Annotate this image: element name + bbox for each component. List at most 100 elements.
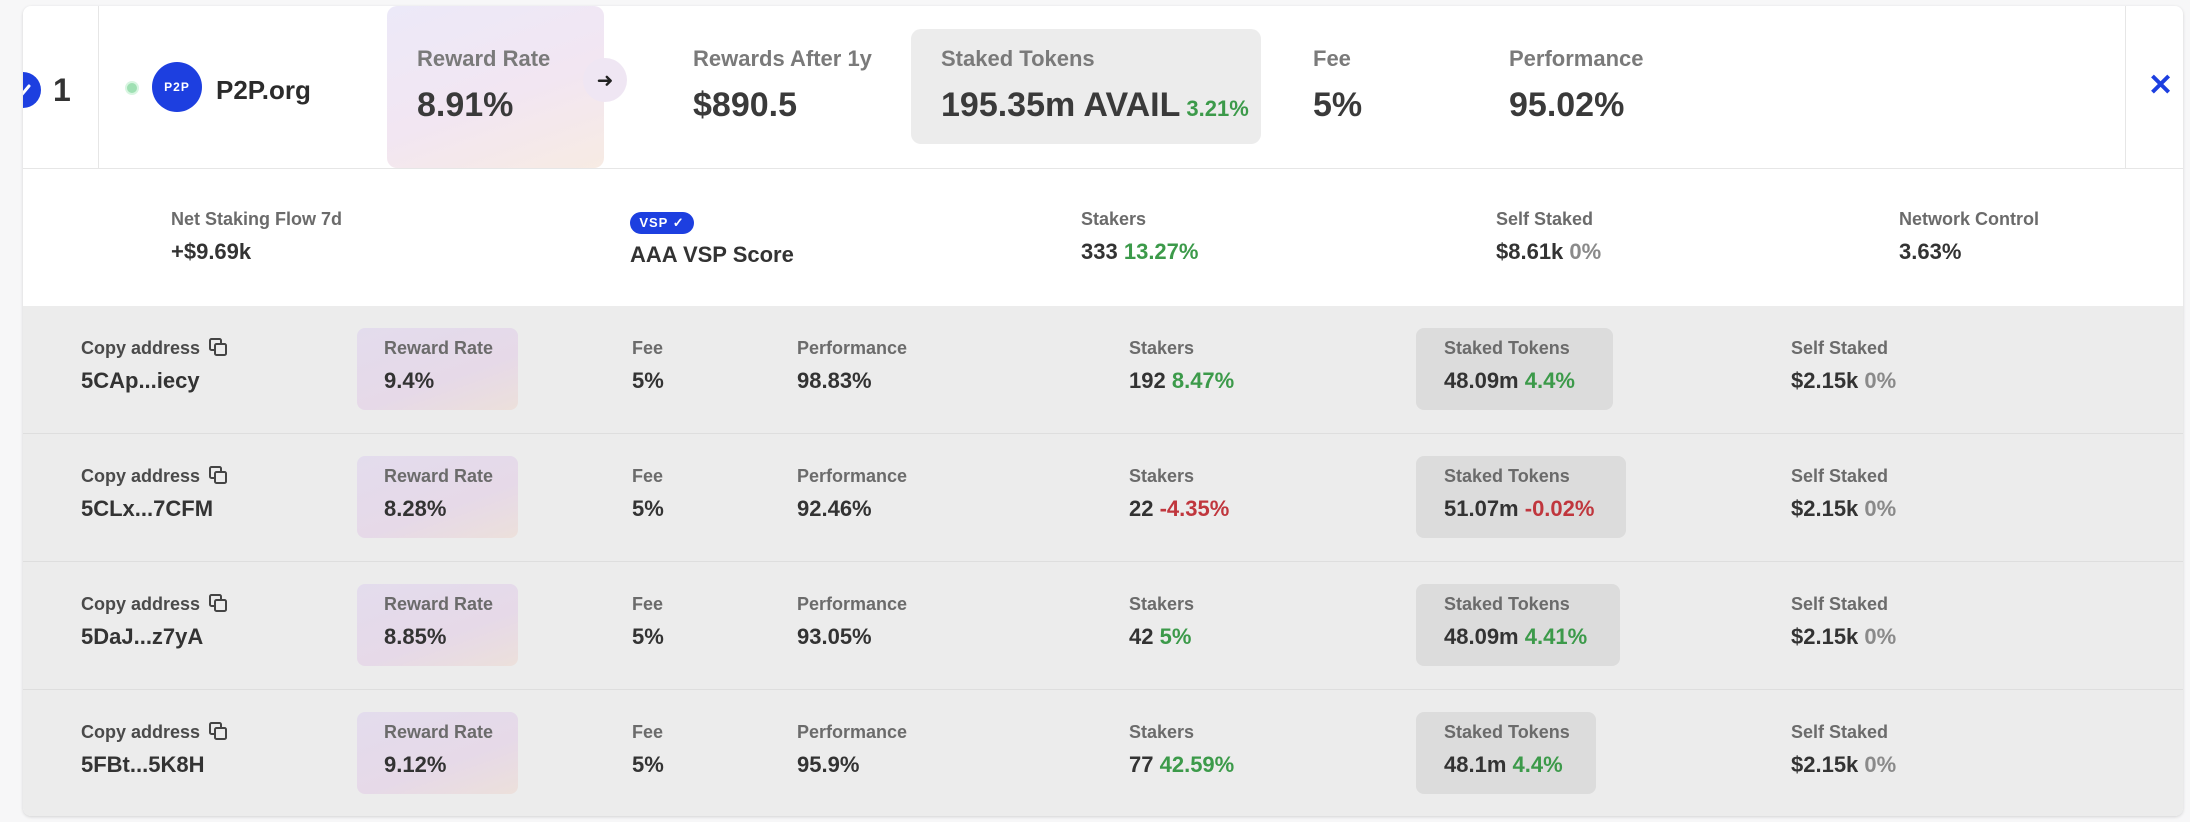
self-staked-value: $2.15k 0% (1791, 752, 1897, 777)
stakers-label: Stakers (1129, 722, 1195, 742)
reward-rate-box (357, 456, 518, 538)
reward-rate-label: Reward Rate (384, 594, 494, 614)
self-staked-value: $8.61k 0% (1496, 239, 1602, 264)
stakers-change: 42.59% (1159, 752, 1235, 777)
copy-address-button[interactable]: Copy address (81, 466, 201, 486)
stakers-change: 5% (1159, 624, 1192, 649)
staked-tokens-box (1416, 584, 1620, 666)
stakers-change: 8.47% (1171, 368, 1235, 393)
staked-tokens-box (1416, 456, 1626, 538)
performance-label: Performance (797, 466, 908, 486)
vsp-badge: VSP ✓ (630, 212, 694, 234)
validator-summary (23, 169, 2183, 307)
stakers-label: Stakers (1129, 594, 1195, 614)
fee-value: 5% (632, 368, 664, 393)
self-staked-label: Self Staked (1791, 338, 1889, 358)
self-staked-change: 0% (1864, 496, 1897, 521)
reward-rate-label: Reward Rate (417, 46, 551, 71)
fee-label: Fee (632, 338, 664, 358)
stakers-value: 42 5% (1129, 624, 1192, 649)
performance-value: 95.9% (797, 752, 860, 777)
network-control-label: Network Control (1899, 209, 2040, 229)
reward-rate-value: 8.85% (384, 624, 447, 649)
self-staked-value: $2.15k 0% (1791, 496, 1897, 521)
check-icon[interactable] (23, 72, 41, 108)
address-value: 5FBt...5K8H (81, 752, 205, 777)
reward-rate-label: Reward Rate (384, 466, 494, 486)
fee-value: 5% (632, 624, 664, 649)
address-row: Copy address 5CAp...iecy Reward Rate 9.4… (23, 306, 2183, 434)
fee-label: Fee (632, 466, 664, 486)
copy-address-button[interactable]: Copy address (81, 722, 201, 742)
performance-label: Performance (797, 722, 908, 742)
validator-logo: P2P (152, 62, 202, 112)
self-staked-value: $2.15k 0% (1791, 368, 1897, 393)
self-staked-change: 0% (1569, 239, 1602, 264)
self-staked-label: Self Staked (1791, 466, 1889, 486)
copy-icon[interactable] (209, 338, 227, 356)
net-flow-label: Net Staking Flow 7d (171, 209, 343, 229)
self-staked-label: Self Staked (1791, 594, 1889, 614)
arrow-right-icon[interactable]: ➜ (583, 58, 627, 102)
address-value: 5DaJ...z7yA (81, 624, 204, 649)
stakers-value: 333 13.27% (1081, 239, 1199, 264)
reward-rate-label: Reward Rate (384, 722, 494, 742)
reward-rate-box (357, 712, 518, 794)
validator-name[interactable]: P2P.org (216, 75, 311, 105)
staked-tokens-value: 51.07m -0.02% (1444, 496, 1595, 521)
copy-icon[interactable] (209, 594, 227, 612)
stakers-change: 13.27% (1123, 239, 1199, 264)
network-control-value: 3.63% (1899, 239, 1962, 264)
fee-value: 5% (1313, 86, 1363, 124)
performance-label: Performance (1509, 46, 1644, 71)
fee-label: Fee (632, 594, 664, 614)
copy-icon[interactable] (209, 466, 227, 484)
stakers-value: 192 8.47% (1129, 368, 1235, 393)
performance-value: 92.46% (797, 496, 872, 521)
staked-change: 4.41% (1524, 624, 1588, 649)
performance-value: 95.02% (1509, 86, 1625, 124)
staked-tokens-label: Staked Tokens (1444, 338, 1570, 358)
staked-tokens-label: Staked Tokens (1444, 594, 1570, 614)
rewards-after-value: $890.5 (693, 86, 797, 124)
staked-tokens-value: 48.09m 4.4% (1444, 368, 1575, 393)
reward-rate-value: 8.28% (384, 496, 447, 521)
reward-rate-box (357, 328, 518, 410)
copy-address-button[interactable]: Copy address (81, 338, 201, 358)
stakers-value: 77 42.59% (1129, 752, 1235, 777)
staked-change: 4.4% (1524, 368, 1575, 393)
staked-tokens-box (1416, 712, 1596, 794)
staked-change: 4.4% (1512, 752, 1563, 777)
self-staked-change: 0% (1864, 624, 1897, 649)
fee-label: Fee (632, 722, 664, 742)
divider (2125, 6, 2126, 168)
staked-tokens-label: Staked Tokens (1444, 722, 1570, 742)
close-icon[interactable]: ✕ (2148, 69, 2174, 102)
staked-tokens-change: 3.21% (1186, 96, 1249, 121)
net-flow-value: +$9.69k (171, 239, 252, 264)
fee-label: Fee (1313, 46, 1351, 71)
self-staked-label: Self Staked (1496, 209, 1594, 229)
staked-tokens-box: Staked Tokens 195.35m AVAIL 3.21% (911, 29, 1261, 144)
copy-icon[interactable] (209, 722, 227, 740)
staked-tokens-value: 48.09m 4.41% (1444, 624, 1588, 649)
stakers-change: -4.35% (1159, 496, 1230, 521)
self-staked-change: 0% (1864, 368, 1897, 393)
address-row: Copy address 5CLx...7CFM Reward Rate 8.2… (23, 434, 2183, 562)
reward-rate-value: 9.12% (384, 752, 447, 777)
staked-tokens-value: 48.1m 4.4% (1444, 752, 1563, 777)
fee-value: 5% (632, 752, 664, 777)
address-value: 5CLx...7CFM (81, 496, 214, 521)
self-staked-label: Self Staked (1791, 722, 1889, 742)
staked-tokens-label: Staked Tokens (941, 46, 1095, 71)
reward-rate-value: 8.91% (417, 86, 514, 124)
self-staked-change: 0% (1864, 752, 1897, 777)
copy-address-button[interactable]: Copy address (81, 594, 201, 614)
stakers-value: 22 -4.35% (1129, 496, 1230, 521)
staked-change: -0.02% (1524, 496, 1595, 521)
self-staked-value: $2.15k 0% (1791, 624, 1897, 649)
status-dot-icon (125, 81, 139, 95)
reward-rate-label: Reward Rate (384, 338, 494, 358)
staked-tokens-value: 195.35m AVAIL 3.21% (941, 86, 1249, 124)
validator-header[interactable]: 1 P2P P2P.org Reward Rate 8.91% ➜ Reward… (23, 6, 2183, 169)
